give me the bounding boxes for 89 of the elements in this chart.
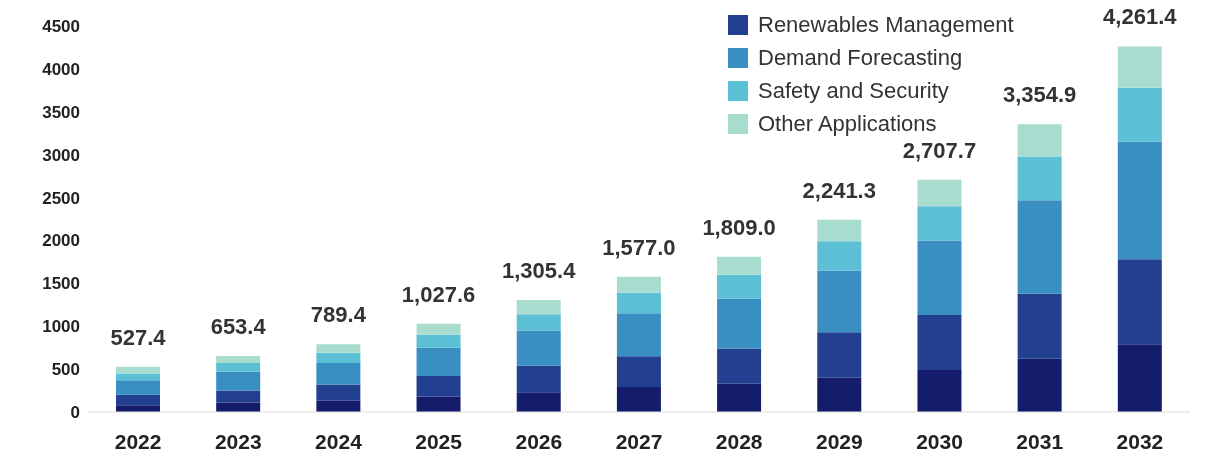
x-tick-label: 2028 xyxy=(715,429,763,453)
bar xyxy=(516,300,561,315)
y-tick-label: 2500 xyxy=(42,188,80,208)
bar xyxy=(116,373,160,381)
x-tick-label: 2022 xyxy=(114,429,162,453)
total-label: 527.4 xyxy=(110,324,167,350)
bar xyxy=(817,219,862,242)
bar xyxy=(516,330,561,366)
x-tick-label: 2026 xyxy=(515,429,563,453)
bar xyxy=(416,347,461,376)
legend-label: Renewables Management xyxy=(758,11,1014,38)
bar xyxy=(316,384,361,401)
x-tick-label: 2024 xyxy=(315,429,363,453)
y-tick-label: 500 xyxy=(51,360,80,380)
bar xyxy=(616,387,661,412)
bar xyxy=(416,323,461,335)
bar xyxy=(216,390,261,403)
bar xyxy=(917,315,962,370)
bar xyxy=(616,276,661,293)
bar xyxy=(1117,87,1162,142)
bar xyxy=(817,270,862,333)
bar xyxy=(917,369,962,412)
bar xyxy=(717,274,762,299)
bar xyxy=(717,383,762,412)
total-label: 789.4 xyxy=(310,302,367,328)
y-tick-label: 1000 xyxy=(42,317,80,337)
y-tick-label: 3500 xyxy=(42,102,80,122)
bar xyxy=(1017,200,1062,294)
bar xyxy=(817,241,862,271)
bar xyxy=(116,366,160,374)
total-label: 4,261.4 xyxy=(1103,4,1178,30)
bar xyxy=(817,332,862,378)
bar xyxy=(1017,358,1062,412)
total-label: 3,354.9 xyxy=(1002,82,1077,108)
bar xyxy=(116,380,160,395)
total-label: 1,809.0 xyxy=(702,214,776,240)
x-tick-label: 2031 xyxy=(1016,429,1064,453)
bar xyxy=(917,179,962,207)
bar xyxy=(917,206,962,241)
bar xyxy=(917,240,962,316)
bar xyxy=(216,363,261,372)
bar xyxy=(416,396,461,412)
bar xyxy=(717,256,762,275)
y-tick-label: 3000 xyxy=(42,145,80,165)
y-tick-label: 2000 xyxy=(42,231,80,251)
total-label: 1,305.4 xyxy=(502,258,577,284)
y-tick-label: 0 xyxy=(70,403,80,423)
bar xyxy=(316,344,361,353)
total-label: 2,241.3 xyxy=(802,177,876,203)
bar xyxy=(717,348,762,384)
total-label: 1,577.0 xyxy=(602,234,676,260)
total-label: 653.4 xyxy=(210,313,267,339)
bar xyxy=(1017,156,1062,201)
bar xyxy=(817,377,862,412)
bar xyxy=(516,314,561,331)
bar xyxy=(316,352,361,364)
x-tick-label: 2027 xyxy=(615,429,663,453)
bar xyxy=(316,400,361,412)
x-tick-label: 2029 xyxy=(816,429,863,453)
x-tick-label: 2030 xyxy=(916,429,963,453)
bar xyxy=(1017,293,1062,359)
bar xyxy=(316,363,361,385)
bar xyxy=(1017,124,1062,157)
bar xyxy=(216,355,261,364)
x-tick-label: 2025 xyxy=(415,429,463,453)
bar xyxy=(1117,259,1162,345)
y-tick-label: 4000 xyxy=(42,59,80,79)
legend-label: Other Applications xyxy=(758,110,937,137)
legend-label: Safety and Security xyxy=(758,77,949,104)
total-label: 2,707.7 xyxy=(902,137,977,163)
bar xyxy=(1117,141,1162,260)
x-tick-label: 2023 xyxy=(214,429,262,453)
bar xyxy=(416,334,461,348)
bar xyxy=(616,356,661,388)
bar xyxy=(116,394,160,406)
bar xyxy=(516,392,561,412)
y-tick-label: 4500 xyxy=(42,17,80,37)
x-tick-label: 2032 xyxy=(1116,429,1164,453)
bar xyxy=(516,365,561,393)
bar xyxy=(416,375,461,397)
bar xyxy=(1117,46,1162,88)
legend-label: Demand Forecasting xyxy=(758,44,963,71)
bar xyxy=(616,313,661,357)
bar xyxy=(616,292,661,314)
total-label: 1,027.6 xyxy=(401,281,476,307)
bar xyxy=(1117,344,1162,412)
y-tick-label: 1500 xyxy=(42,274,80,294)
bar xyxy=(717,298,762,349)
bar xyxy=(216,371,261,391)
